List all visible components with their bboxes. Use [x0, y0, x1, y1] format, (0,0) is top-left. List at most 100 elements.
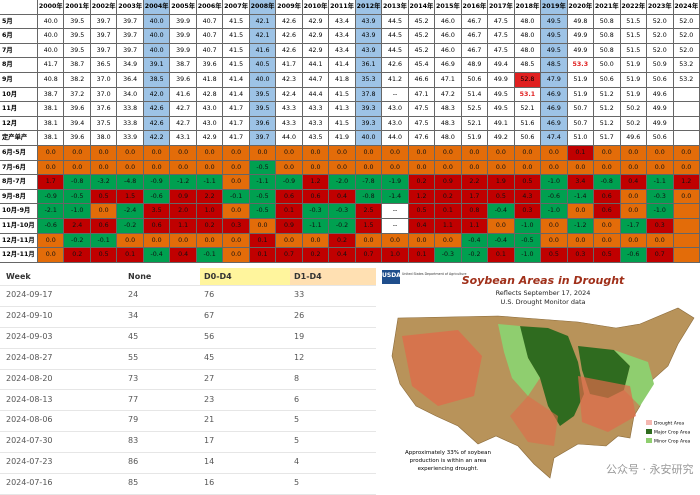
yield-cell: 51.9: [620, 87, 648, 103]
diff-cell: -1.1: [302, 219, 330, 234]
diff-cell: -0.8: [355, 189, 383, 205]
usda-full: United States Department of Agriculture: [402, 272, 467, 276]
yield-cell: 39.5: [249, 87, 277, 103]
diff-cell: 0.0: [143, 160, 171, 176]
diff-cell: 1.5: [355, 219, 383, 234]
yield-cell: 40.0: [355, 131, 383, 146]
yield-cell: 43.0: [196, 102, 224, 117]
yield-cell: 45.2: [408, 14, 436, 30]
diff-cell: 0.3: [223, 219, 250, 234]
table-cell: 67: [204, 310, 215, 320]
yield-cell: 37.0: [90, 73, 118, 88]
yield-cell: 38.1: [38, 131, 65, 146]
yield-cell: 43.4: [329, 43, 356, 59]
yield-cell: 49.5: [488, 87, 515, 103]
table-cell: 24: [128, 290, 139, 299]
table-cell: 2024-09-17: [6, 290, 53, 299]
diff-cell: 0.0: [223, 146, 250, 161]
diff-cell: 0.0: [382, 233, 409, 249]
row-label: 6月: [0, 29, 38, 44]
yield-cell: 41.9: [329, 131, 356, 146]
diff-cell: 0.0: [514, 146, 542, 161]
yield-cell: 45.2: [408, 43, 436, 59]
yield-cell: 46.9: [541, 102, 568, 117]
yield-cell: 51.9: [567, 73, 595, 88]
diff-cell: 0.0: [329, 146, 356, 161]
yield-cell: 49.5: [541, 43, 568, 59]
diff-cell: -1.1: [647, 175, 674, 190]
yield-cell: 48.5: [514, 58, 542, 73]
yield-cell: 39.7: [90, 43, 118, 59]
header-cell: 2005年: [170, 0, 197, 15]
diff-cell: -1.0: [541, 204, 568, 219]
table-cell: 2024-08-06: [6, 415, 53, 425]
yield-cell: 49.2: [488, 131, 515, 146]
yield-cell: 42.9: [302, 14, 330, 30]
diff-cell: 0.0: [647, 160, 674, 176]
yield-cell: 36.1: [355, 58, 383, 73]
yield-cell: 39.7: [117, 43, 144, 59]
yield-cell: 41.8: [329, 73, 356, 88]
diff-cell: -0.3: [647, 189, 674, 205]
header-cell: 2021年: [594, 0, 621, 15]
diff-cell: 1.5: [117, 189, 144, 205]
table-cell: 12: [294, 352, 305, 362]
header-cell: 2013年: [382, 0, 409, 15]
diff-cell: 0.0: [647, 146, 674, 161]
yield-cell: 39.9: [170, 29, 197, 44]
diff-cell: -0.8: [64, 175, 91, 190]
yield-cell: 49.6: [620, 131, 648, 146]
yield-cell: 47.5: [408, 102, 436, 117]
diff-cell: 0.5: [541, 248, 568, 263]
yield-cell: 51.2: [594, 102, 621, 117]
yield-cell: 40.0: [143, 43, 171, 59]
yield-cell: 50.7: [567, 116, 595, 132]
row-label: 7月-6月: [0, 160, 38, 176]
diff-cell: 0.2: [329, 233, 356, 249]
diff-cell: 0.0: [620, 204, 648, 219]
diff-cell: 1.2: [673, 175, 700, 190]
yield-cell: 51.4: [461, 87, 489, 103]
diff-cell: 0.0: [514, 160, 542, 176]
drought-area: [510, 396, 558, 446]
yield-cell: 42.4: [276, 87, 303, 103]
diff-cell: -0.4: [488, 204, 515, 219]
yield-cell: 41.7: [38, 58, 65, 73]
yield-cell: 41.6: [249, 43, 277, 59]
yield-cell: 47.9: [541, 73, 568, 88]
yield-cell: 49.6: [647, 87, 674, 103]
yield-cell: 38.0: [90, 131, 118, 146]
header-cell: 2022年: [620, 0, 648, 15]
yield-cell: 48.3: [435, 116, 462, 132]
legend-label: Drought Area: [654, 421, 684, 427]
table-cell: 76: [204, 290, 215, 299]
yield-cell: 41.7: [223, 131, 250, 146]
legend-label: Minor Crop Area: [654, 439, 691, 445]
table-cell: 2024-08-27: [6, 352, 53, 362]
diff-cell: 0.0: [620, 189, 648, 205]
table-cell: 2024-08-13: [6, 394, 53, 404]
diff-cell: 0.0: [567, 160, 595, 176]
row-label: 9月-8月: [0, 189, 38, 205]
drought-area: [402, 330, 482, 406]
yield-cell: 37.5: [90, 116, 118, 132]
diff-cell: 0.0: [329, 160, 356, 176]
header-cell: 2012年: [355, 0, 383, 15]
diff-cell: 0.0: [90, 160, 118, 176]
table-cell: 79: [128, 415, 139, 425]
table-cell: 8: [294, 373, 300, 383]
diff-cell: 0.0: [567, 233, 595, 249]
yield-cell: 43.9: [355, 29, 383, 44]
diff-cell: 0.1: [117, 248, 144, 263]
diff-cell: -4.8: [117, 175, 144, 190]
map-subtitle: U.S. Drought Monitor data: [501, 298, 586, 306]
table-cell: 21: [204, 415, 215, 425]
table-cell: 73: [128, 373, 139, 383]
yield-cell: 44.1: [302, 58, 330, 73]
diff-cell: -1.7: [620, 219, 648, 234]
diff-cell: 0.0: [461, 146, 489, 161]
yield-cell: 51.7: [594, 131, 621, 146]
table-cell: 5: [294, 415, 300, 425]
yield-cell: [673, 87, 700, 103]
yield-cell: 50.6: [514, 131, 542, 146]
